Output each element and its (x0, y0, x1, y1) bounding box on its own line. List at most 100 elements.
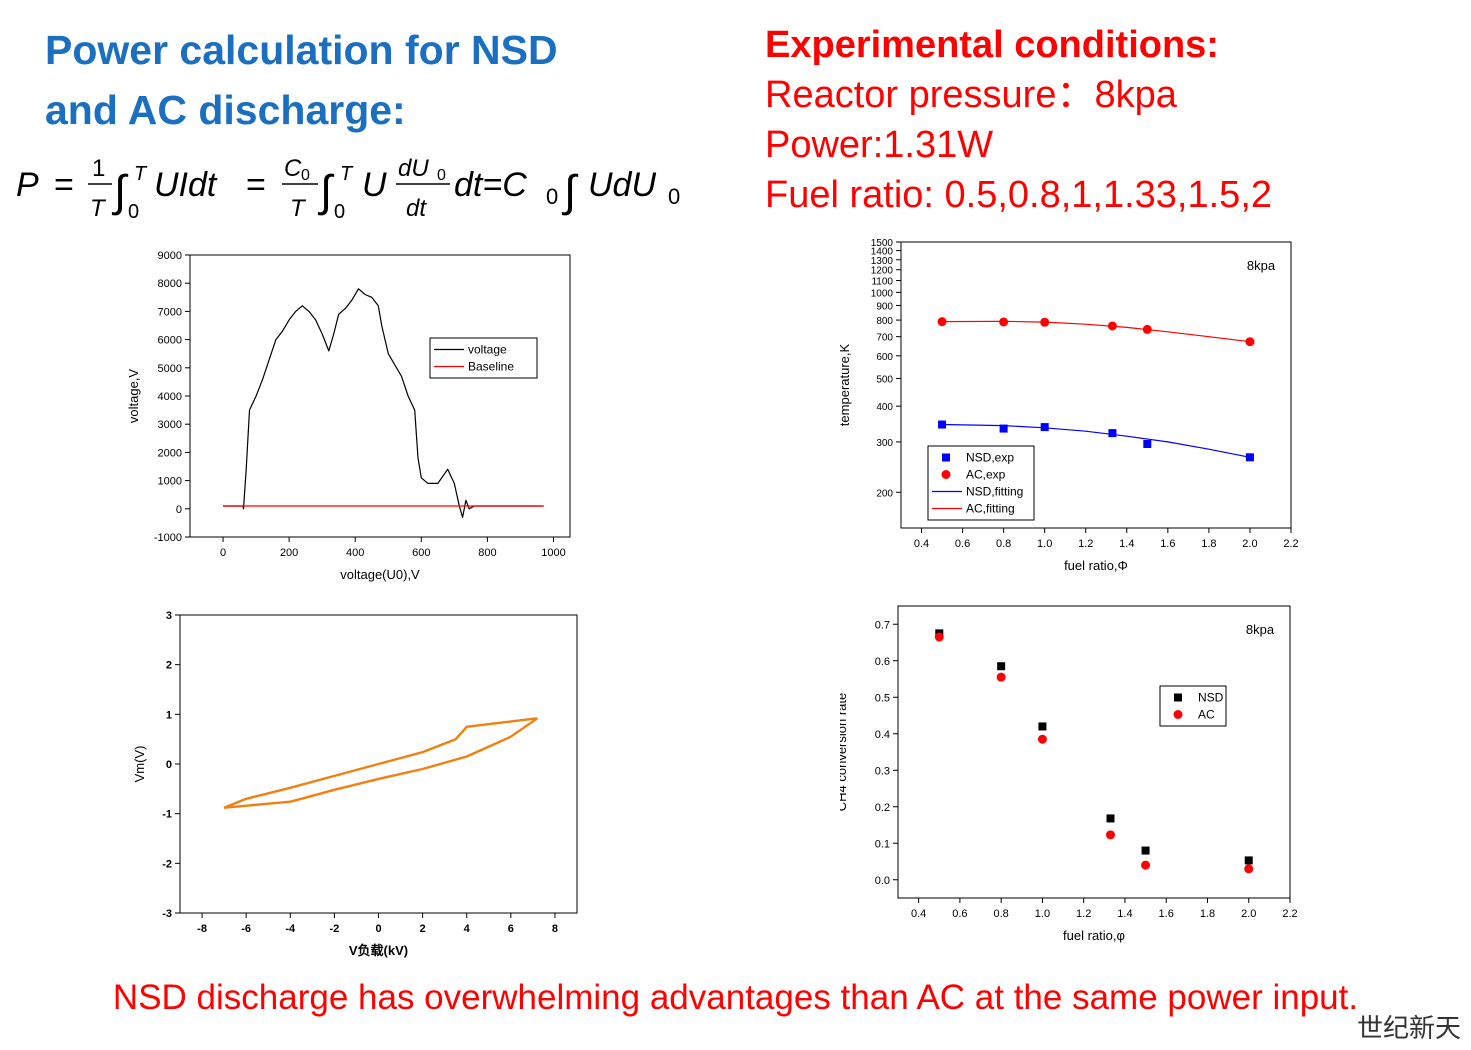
svg-text:T: T (134, 163, 148, 185)
y-tick-label: -1000 (154, 532, 182, 544)
data-point-square (938, 420, 947, 429)
x-tick-label: 400 (346, 547, 364, 559)
y-tick-label: 3000 (158, 419, 182, 431)
experimental-conditions: Experimental conditions: Reactor pressur… (765, 20, 1445, 220)
y-tick-label: 1000 (158, 476, 182, 488)
x-tick-label: 1.4 (1117, 908, 1132, 920)
data-point-circle (1245, 337, 1255, 347)
svg-text:dt=C: dt=C (454, 166, 527, 204)
data-point-square (999, 424, 1008, 433)
data-point-square (1244, 856, 1253, 865)
legend-circle (941, 470, 951, 479)
data-point-square (1040, 423, 1049, 432)
x-tick-label: -8 (197, 923, 207, 935)
svg-text:0: 0 (128, 201, 139, 223)
x-tick-label: -4 (285, 923, 296, 935)
x-tick-label: 0.4 (911, 908, 926, 920)
y-tick-label: 0.0 (875, 875, 890, 887)
y-tick-label: 0.3 (875, 765, 890, 777)
data-point-circle (1106, 830, 1116, 840)
y-tick-label: 3 (166, 610, 172, 622)
x-tick-label: 0.8 (996, 538, 1011, 550)
y-tick-label: 1500 (871, 238, 894, 249)
x-tick-label: 1000 (541, 547, 565, 559)
svg-text:∫: ∫ (561, 167, 579, 216)
y-tick-label: 0.4 (875, 729, 890, 741)
plot-frame (897, 605, 1291, 899)
y-tick-label: 0.5 (875, 692, 890, 704)
conversion-chart: 0.4 0.6 0.8 1.0 1.2 1.4 1.6 1.8 2.0 2.2 0.0 0.1 0.2 0… (840, 605, 1298, 943)
legend-square (942, 453, 950, 462)
legend-label: AC,exp (966, 468, 1006, 482)
data-point-circle (996, 672, 1006, 682)
svg-text:T: T (340, 163, 354, 185)
y-tick-label: 0.6 (875, 656, 890, 668)
data-point-square (997, 662, 1006, 671)
x-tick-label: 4 (464, 923, 471, 935)
data-point-square (1108, 429, 1117, 438)
y-axis-label: voltage,V (126, 369, 141, 424)
legend-box (429, 337, 538, 379)
chart-annotation: 8kpa (1246, 622, 1275, 637)
legend-label: NSD,fitting (966, 485, 1023, 499)
x-tick-label: 1.2 (1078, 538, 1093, 550)
legend-circle (1173, 710, 1183, 719)
x-tick-label: 1.0 (1037, 538, 1052, 550)
y-tick-label: 0 (166, 759, 172, 771)
lissajous-chart: -8 -6 -4 -2 0 2 4 6 8 -3 -2 -1 0 1 2 3 V负载(kV) Vm(V) (132, 610, 578, 958)
y-tick-label: 6000 (158, 335, 182, 347)
data-point-circle (937, 317, 947, 327)
data-point-square (1245, 453, 1254, 462)
svg-text:U: U (362, 166, 387, 204)
data-point-circle (999, 317, 1009, 327)
svg-text:0: 0 (301, 167, 310, 184)
x-axis-label: fuel ratio,φ (1063, 928, 1125, 943)
y-tick-label: -2 (162, 858, 172, 870)
svg-text:T: T (90, 195, 107, 222)
watermark: 世纪新天 (1356, 1014, 1461, 1044)
y-tick-label: 7000 (158, 306, 182, 318)
slide-title-line2: and AC discharge: (45, 87, 406, 133)
y-axis-label: CH4 conversion rate (840, 693, 849, 812)
series-line-1 (223, 717, 538, 809)
y-tick-label: 1100 (871, 277, 893, 288)
data-point-circle (1141, 860, 1151, 870)
y-tick-label: 8000 (158, 278, 182, 290)
condition-pressure: Reactor pressure：8kpa (765, 74, 1177, 116)
y-tick-label: 400 (876, 402, 893, 413)
y-tick-label: 1400 (871, 247, 894, 258)
slide-title-line1: Power calculation for NSD (45, 27, 558, 73)
legend-square (1174, 693, 1182, 702)
power-formula: P = 1 T ∫ T 0 UIdt = C 0 T ∫ T 0 U dU 0 … (14, 148, 714, 228)
x-tick-label: 600 (412, 547, 430, 559)
x-tick-label: -2 (329, 923, 339, 935)
slide-title: Power calculation for NSD and AC dischar… (45, 20, 725, 140)
x-tick-label: 800 (478, 547, 496, 559)
data-point-circle (934, 632, 944, 642)
y-tick-label: 0.2 (875, 802, 890, 814)
condition-fuel-ratio: Fuel ratio: 0.5,0.8,1,1.33,1.5,2 (765, 174, 1273, 216)
conditions-heading: Experimental conditions: (765, 24, 1219, 66)
y-tick-label: 1 (166, 709, 172, 721)
legend-label: NSD,exp (966, 451, 1014, 465)
data-point-square (1106, 814, 1115, 823)
legend-box (1159, 685, 1227, 727)
y-tick-label: 700 (876, 333, 893, 344)
y-tick-label: 1200 (871, 266, 894, 277)
x-tick-label: 200 (280, 547, 298, 559)
svg-text:∫: ∫ (111, 167, 129, 216)
x-tick-label: 2.2 (1283, 538, 1298, 550)
y-tick-label: -1 (162, 809, 172, 821)
x-tick-label: 8 (552, 923, 558, 935)
y-tick-label: 2000 (158, 447, 182, 459)
x-tick-label: 1.4 (1119, 538, 1134, 550)
x-tick-label: 1.2 (1076, 908, 1091, 920)
svg-text:∫: ∫ (317, 167, 335, 216)
svg-text:P: P (16, 166, 39, 204)
svg-text:1: 1 (92, 155, 105, 182)
y-tick-label: 5000 (158, 363, 182, 375)
plot-frame (900, 241, 1292, 529)
svg-text:0: 0 (546, 184, 558, 209)
series-line-3 (942, 320, 1250, 343)
svg-text:C: C (284, 155, 302, 182)
